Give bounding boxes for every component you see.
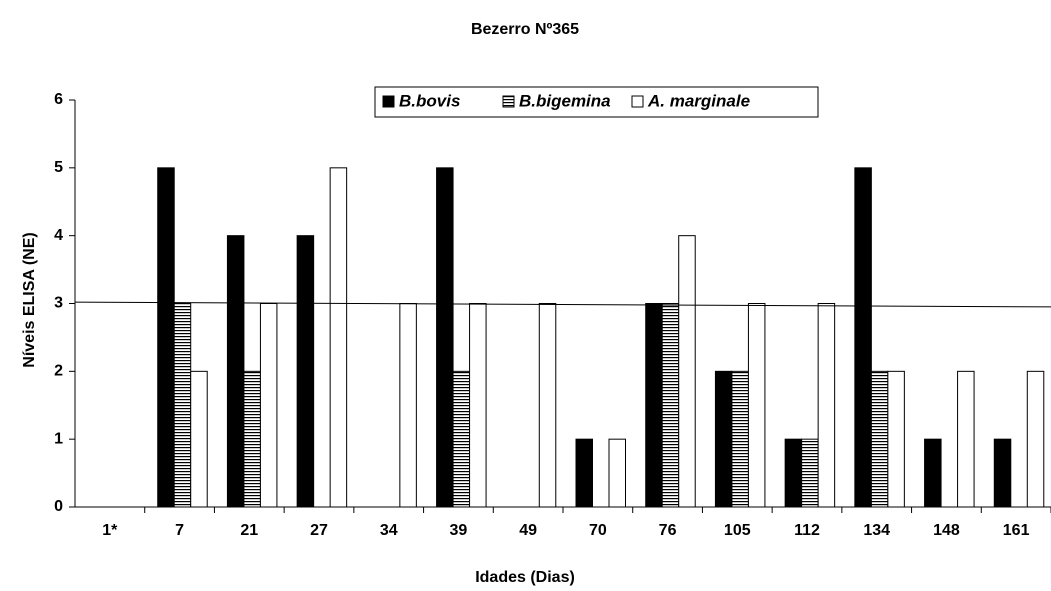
bar <box>784 438 803 508</box>
x-tick-label: 27 <box>310 522 328 539</box>
bar <box>538 303 557 508</box>
bar <box>661 303 680 508</box>
legend-label: B.bigemina <box>519 91 611 110</box>
y-tick-label: 5 <box>54 159 63 176</box>
x-tick-label: 34 <box>380 522 398 539</box>
bar <box>957 370 975 508</box>
bar <box>157 167 175 508</box>
x-tick-label: 21 <box>240 522 258 539</box>
x-tick-label: 112 <box>794 522 820 539</box>
x-tick-label: 49 <box>519 522 537 539</box>
bar <box>1026 370 1045 508</box>
bar <box>924 438 942 508</box>
bar <box>173 303 192 508</box>
bar <box>801 438 819 508</box>
y-tick-label: 6 <box>54 91 63 108</box>
x-tick-label: 105 <box>724 522 751 539</box>
y-tick-label: 3 <box>54 295 63 312</box>
bar <box>243 370 261 508</box>
bar <box>575 438 593 508</box>
bar <box>678 235 696 508</box>
bar <box>887 370 905 508</box>
bar <box>870 370 889 508</box>
bar <box>469 303 487 508</box>
bar <box>190 370 208 508</box>
bar <box>399 303 417 508</box>
y-tick-label: 2 <box>54 363 63 380</box>
bar <box>817 303 836 508</box>
bar <box>993 438 1012 508</box>
legend-swatch <box>382 95 395 108</box>
x-tick-label: 39 <box>450 522 468 539</box>
legend-box <box>374 86 819 118</box>
bar <box>436 167 454 508</box>
x-tick-label: 70 <box>589 522 607 539</box>
bar <box>452 370 471 508</box>
x-axis-label: Idades (Dias) <box>475 569 575 586</box>
bar <box>259 303 278 508</box>
bar <box>645 303 663 508</box>
reference-line <box>74 301 1051 308</box>
x-tick-label: 148 <box>933 522 960 539</box>
x-tick-label: 76 <box>659 522 677 539</box>
bar <box>731 370 749 508</box>
y-tick-label: 0 <box>54 498 63 515</box>
y-tick-label: 4 <box>54 227 63 244</box>
legend-swatch <box>631 95 644 108</box>
bar <box>747 303 766 508</box>
x-tick-label: 161 <box>1003 522 1030 539</box>
x-tick-label: 1* <box>102 522 118 539</box>
bar <box>329 167 348 508</box>
bar <box>714 370 733 508</box>
y-axis-label: Níveis ELISA (NE) <box>21 232 38 367</box>
bar <box>854 167 872 508</box>
legend-label: B.bovis <box>399 91 460 110</box>
y-tick-label: 1 <box>54 430 63 447</box>
legend-label: A. marginale <box>647 91 750 110</box>
bar <box>608 438 626 508</box>
bar <box>296 235 315 508</box>
chart-title: Bezerro Nº365 <box>471 21 579 38</box>
legend-swatch <box>502 95 515 108</box>
x-tick-label: 134 <box>863 522 890 539</box>
x-tick-label: 7 <box>175 522 184 539</box>
bar <box>226 235 245 508</box>
